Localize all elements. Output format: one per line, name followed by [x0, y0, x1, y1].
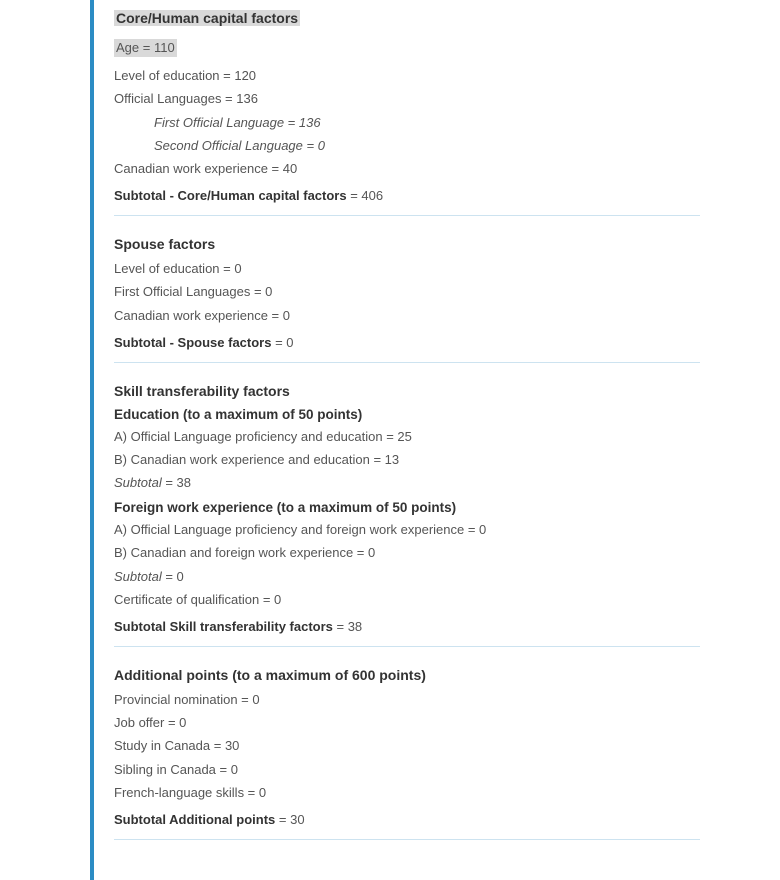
spouse-subtotal-label: Subtotal - Spouse factors	[114, 335, 271, 350]
core-title: Core/Human capital factors	[114, 10, 300, 26]
spouse-subtotal-value: = 0	[271, 335, 293, 350]
spouse-first-lang: First Official Languages = 0	[114, 283, 700, 301]
additional-french: French-language skills = 0	[114, 784, 700, 802]
additional-job-offer: Job offer = 0	[114, 714, 700, 732]
skill-fwe-sub-value: = 0	[162, 569, 184, 584]
additional-subtotal: Subtotal Additional points = 30	[114, 812, 700, 827]
skill-fwe-head: Foreign work experience (to a maximum of…	[114, 500, 700, 515]
core-work-exp: Canadian work experience = 40	[114, 160, 700, 178]
core-subtotal-value: = 406	[347, 188, 384, 203]
spouse-education: Level of education = 0	[114, 260, 700, 278]
divider	[114, 215, 700, 216]
skill-edu-sub-label: Subtotal	[114, 475, 162, 490]
divider	[114, 839, 700, 840]
skill-title: Skill transferability factors	[114, 383, 700, 399]
additional-title: Additional points (to a maximum of 600 p…	[114, 667, 700, 683]
skill-fwe-a: A) Official Language proficiency and for…	[114, 521, 700, 539]
core-education: Level of education = 120	[114, 67, 700, 85]
skill-edu-a: A) Official Language proficiency and edu…	[114, 428, 700, 446]
skill-subtotal: Subtotal Skill transferability factors =…	[114, 619, 700, 634]
additional-study: Study in Canada = 30	[114, 737, 700, 755]
additional-subtotal-value: = 30	[275, 812, 304, 827]
additional-provincial: Provincial nomination = 0	[114, 691, 700, 709]
skill-edu-sub-value: = 38	[162, 475, 191, 490]
additional-subtotal-label: Subtotal Additional points	[114, 812, 275, 827]
core-second-lang: Second Official Language = 0	[114, 137, 700, 155]
skill-fwe-subtotal: Subtotal = 0	[114, 568, 700, 586]
skill-cert: Certificate of qualification = 0	[114, 591, 700, 609]
skill-subtotal-value: = 38	[333, 619, 362, 634]
core-age: Age = 110	[114, 39, 177, 57]
core-subtotal-label: Subtotal - Core/Human capital factors	[114, 188, 347, 203]
additional-sibling: Sibling in Canada = 0	[114, 761, 700, 779]
crs-breakdown: Core/Human capital factors Age = 110 Lev…	[90, 0, 740, 880]
spouse-subtotal: Subtotal - Spouse factors = 0	[114, 335, 700, 350]
divider	[114, 362, 700, 363]
skill-fwe-b: B) Canadian and foreign work experience …	[114, 544, 700, 562]
skill-edu-b: B) Canadian work experience and educatio…	[114, 451, 700, 469]
core-subtotal: Subtotal - Core/Human capital factors = …	[114, 188, 700, 203]
skill-subtotal-label: Subtotal Skill transferability factors	[114, 619, 333, 634]
spouse-title: Spouse factors	[114, 236, 700, 252]
skill-edu-subtotal: Subtotal = 38	[114, 474, 700, 492]
skill-fwe-sub-label: Subtotal	[114, 569, 162, 584]
core-official-languages: Official Languages = 136	[114, 90, 700, 108]
skill-edu-head: Education (to a maximum of 50 points)	[114, 407, 700, 422]
core-first-lang: First Official Language = 136	[114, 114, 700, 132]
divider	[114, 646, 700, 647]
spouse-work-exp: Canadian work experience = 0	[114, 307, 700, 325]
